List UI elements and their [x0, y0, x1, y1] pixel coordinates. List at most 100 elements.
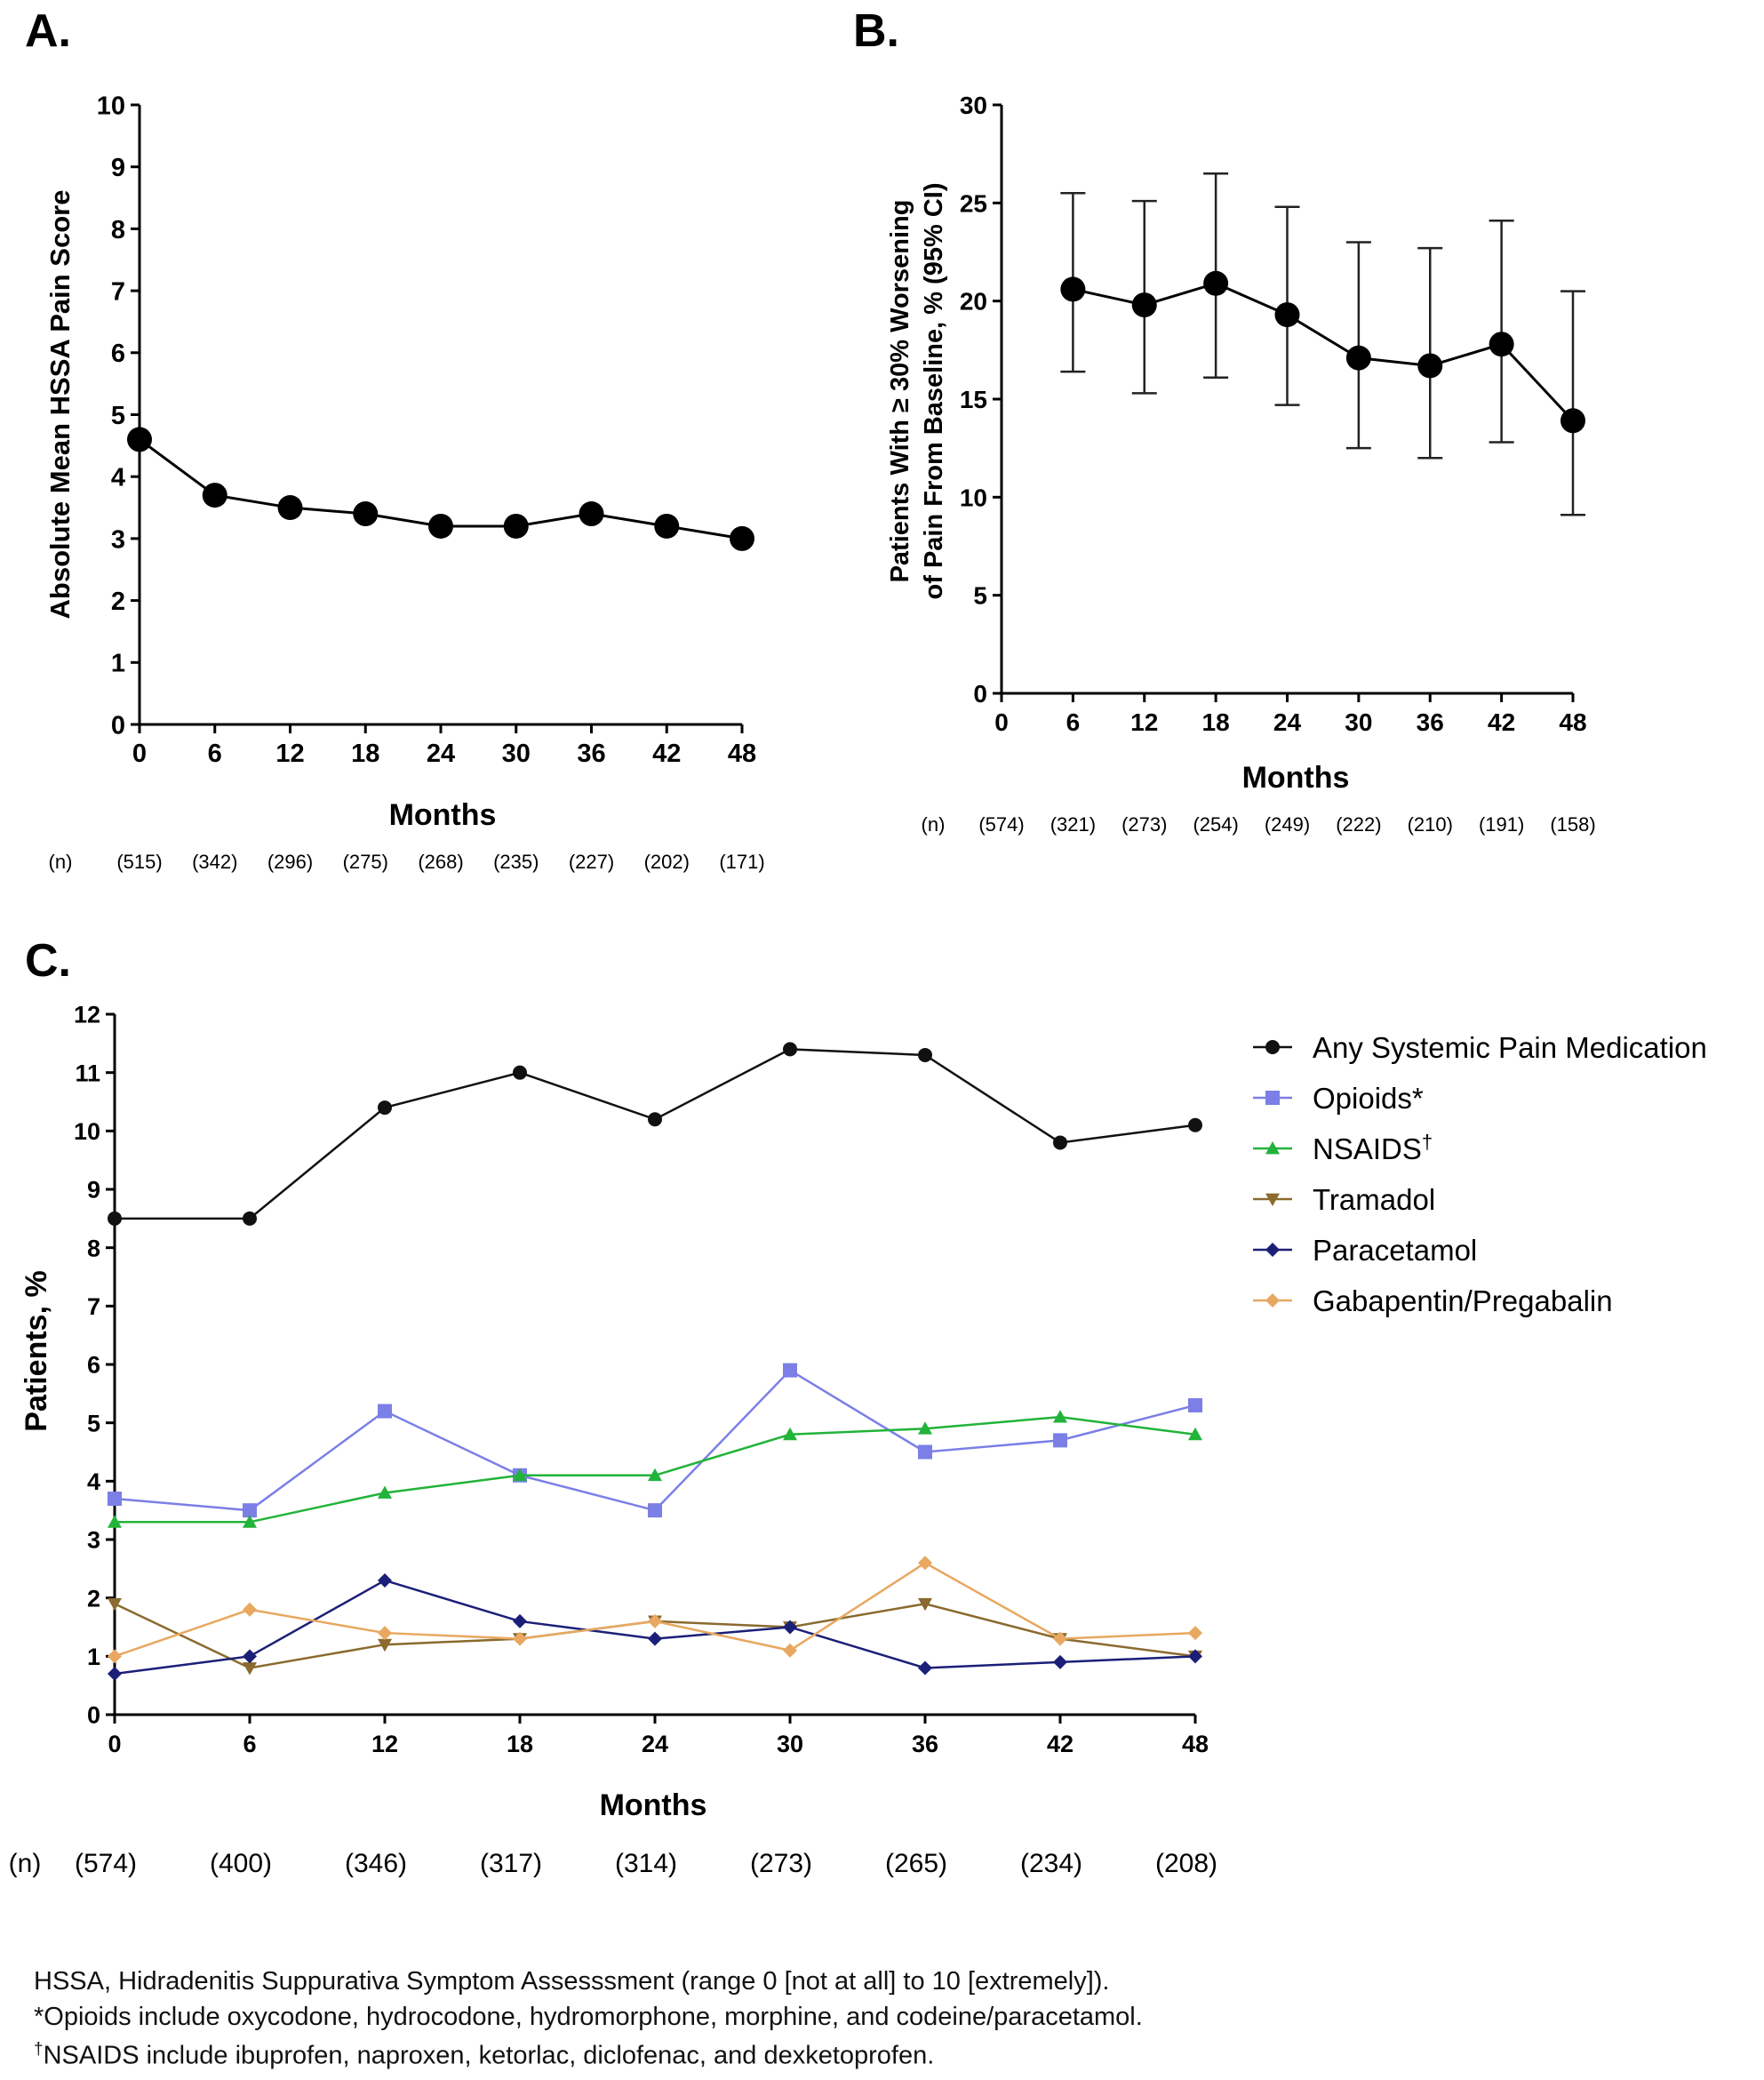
legend-item-gabapentin-pregabalin: Gabapentin/Pregabalin: [1253, 1284, 1613, 1317]
x-tick-label: 36: [577, 740, 605, 768]
legend-item-opioids: Opioids*: [1253, 1082, 1424, 1115]
panel-c-letter: C.: [25, 935, 71, 987]
y-tick-label: 30: [960, 92, 987, 119]
series-tramadol-point: [378, 1638, 392, 1652]
series-paracetamol-point: [918, 1660, 932, 1676]
n-value-label: (249): [1265, 813, 1310, 836]
legend-swatch-marker: [1265, 1293, 1280, 1308]
series-paracetamol-point: [513, 1613, 527, 1628]
series-nsaids-point: [378, 1485, 392, 1499]
data-point: [428, 513, 453, 539]
y-tick-label: 4: [87, 1468, 100, 1495]
n-value-label: (208): [1155, 1849, 1217, 1878]
n-value-label: (515): [116, 851, 162, 873]
data-point: [202, 483, 227, 508]
y-tick-label: 8: [111, 216, 125, 244]
panel-b-y-axis-label-line-1: Patients With ≥ 30% Worsening: [886, 200, 914, 583]
x-tick-label: 18: [1202, 708, 1230, 736]
data-point: [277, 495, 303, 521]
data-point: [1203, 270, 1229, 296]
series-opioids-point: [1053, 1433, 1067, 1448]
y-tick-label: 3: [87, 1527, 100, 1554]
y-tick-label: 4: [111, 464, 125, 492]
n-value-label: (275): [343, 851, 388, 873]
n-value-label: (273): [750, 1849, 812, 1878]
panel-c-y-axis-label: Patients, %: [20, 1270, 53, 1431]
series-nsaids-point: [1188, 1427, 1202, 1441]
y-tick-label: 6: [87, 1352, 100, 1379]
n-value-label: (210): [1408, 813, 1453, 836]
y-tick-label: 9: [87, 1177, 100, 1204]
series-nsaids: [108, 1410, 1202, 1528]
data-point: [730, 525, 754, 551]
legend-label: Opioids*: [1313, 1082, 1424, 1115]
x-tick-label: 0: [132, 740, 147, 768]
n-value-label: (574): [75, 1849, 137, 1878]
series-nsaids-point: [783, 1427, 797, 1441]
legend-swatch-marker: [1265, 1243, 1280, 1257]
n-value-label: (321): [1050, 813, 1096, 836]
panel-a-x-axis-label: Months: [389, 798, 497, 832]
legend-item-paracetamol: Paracetamol: [1253, 1234, 1477, 1267]
data-point: [1274, 302, 1300, 328]
x-tick-label: 48: [1559, 708, 1586, 736]
n-value-label: (314): [615, 1849, 677, 1878]
y-tick-label: 3: [111, 525, 125, 554]
y-tick-label: 2: [111, 588, 125, 616]
n-value-label: (191): [1479, 813, 1524, 836]
legend-swatch-marker: [1265, 1040, 1280, 1054]
y-tick-label: 11: [75, 1060, 100, 1086]
series-opioids-point: [108, 1492, 122, 1507]
y-tick-label: 0: [111, 711, 125, 740]
series-nsaids-point: [108, 1515, 122, 1528]
series-nsaids-point: [243, 1515, 257, 1528]
legend-item-tramadol: Tramadol: [1253, 1183, 1435, 1216]
x-tick-label: 24: [642, 1731, 668, 1757]
x-tick-label: 42: [1488, 708, 1515, 736]
series-any-systemic-pain-medication-point: [1188, 1117, 1202, 1132]
series-paracetamol-point: [1188, 1649, 1202, 1664]
legend-label: Paracetamol: [1313, 1234, 1477, 1267]
series-any-systemic-pain-medication-point: [513, 1065, 527, 1080]
legend-swatch-marker: [1265, 1193, 1280, 1206]
series-opioids-point: [918, 1444, 932, 1460]
y-tick-label: 10: [74, 1118, 100, 1145]
n-value-label: (171): [719, 851, 764, 873]
x-tick-label: 0: [994, 708, 1009, 736]
footnote-opioids: *Opioids include oxycodone, hydrocodone,…: [34, 2003, 1143, 2031]
data-point: [579, 501, 604, 527]
legend-swatch-marker: [1265, 1091, 1280, 1105]
series-nsaids-point: [648, 1468, 662, 1482]
y-tick-label: 12: [74, 1002, 100, 1028]
x-tick-label: 36: [912, 1731, 938, 1757]
series-paracetamol-point: [648, 1631, 662, 1646]
x-tick-label: 24: [427, 740, 455, 768]
panel-b-x-axis-label: Months: [1242, 761, 1350, 795]
x-tick-label: 12: [275, 740, 304, 768]
y-tick-label: 1: [87, 1644, 100, 1670]
panel-a-y-axis-label: Absolute Mean HSSA Pain Score: [44, 190, 76, 620]
series-gabapentin-pregabalin-point: [648, 1613, 662, 1628]
y-tick-label: 9: [111, 154, 125, 182]
n-value-label: (273): [1121, 813, 1167, 836]
x-tick-label: 6: [208, 740, 222, 768]
series-tramadol-point: [243, 1662, 257, 1676]
x-tick-label: 6: [243, 1731, 256, 1757]
data-point: [654, 513, 680, 539]
series-opioids-line: [114, 1368, 1196, 1512]
x-tick-label: 18: [507, 1731, 533, 1757]
y-tick-label: 10: [960, 484, 987, 511]
n-value-label: (222): [1336, 813, 1381, 836]
y-tick-label: 6: [111, 340, 125, 368]
series-nsaids-point: [513, 1468, 527, 1482]
n-value-label: (296): [267, 851, 313, 873]
x-tick-label: 48: [728, 740, 756, 768]
y-tick-label: 0: [87, 1702, 100, 1729]
y-tick-label: 1: [111, 650, 125, 678]
data-point: [353, 501, 379, 527]
n-value-label: (254): [1193, 813, 1238, 836]
n-value-label: (342): [192, 851, 237, 873]
series-paracetamol: [108, 1572, 1202, 1682]
